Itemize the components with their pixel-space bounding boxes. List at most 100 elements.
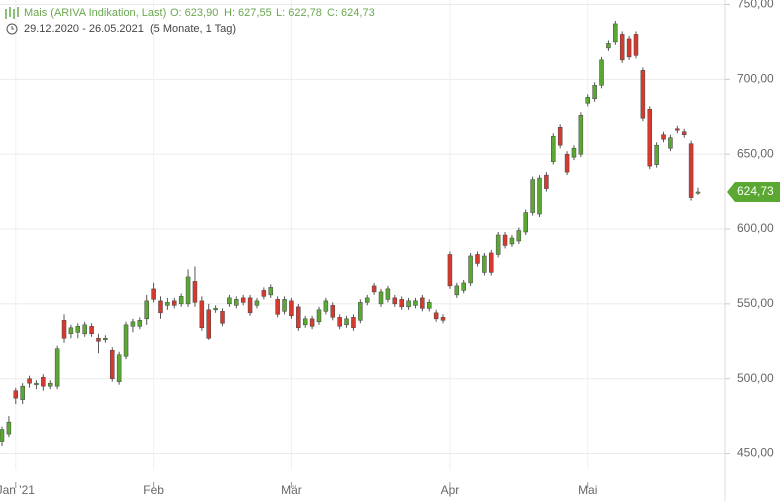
candle-body	[681, 131, 687, 135]
candle-body	[502, 234, 508, 246]
candle-body	[0, 429, 5, 442]
candle-body	[406, 300, 411, 308]
candle-body	[296, 306, 301, 329]
y-tick-label: 750,00	[737, 0, 774, 11]
candle-body	[613, 23, 618, 43]
candle-body	[509, 237, 515, 245]
candle-body	[626, 38, 632, 58]
candle-body	[695, 191, 701, 194]
candle-body	[116, 354, 122, 382]
candle-body	[151, 288, 156, 300]
x-tick-label: Mär	[281, 483, 302, 497]
candle-body	[282, 299, 287, 312]
candle-body	[220, 311, 225, 324]
candle-body	[213, 308, 218, 311]
candle-body	[571, 147, 577, 158]
candle-body	[392, 297, 398, 305]
candle-body	[323, 300, 329, 312]
x-tick-label: Jan '21	[0, 483, 35, 497]
candle-body	[96, 338, 101, 342]
y-tick-label: 700,00	[737, 72, 774, 86]
candle-body	[440, 317, 446, 321]
candle-body	[530, 179, 535, 213]
header-high: H: 627,55	[224, 7, 272, 19]
header-title: Mais (ARIVA Indikation, Last)	[24, 7, 166, 19]
candle-body	[482, 255, 487, 273]
last-price-tag	[727, 181, 780, 202]
candle-body	[468, 255, 473, 284]
header-low: L: 622,78	[276, 7, 322, 19]
candle-body	[27, 378, 32, 384]
candle-body	[585, 97, 590, 104]
y-tick-label: 450,00	[737, 446, 774, 460]
candle-body	[309, 318, 315, 327]
candle-body	[606, 43, 611, 49]
candle-body	[316, 309, 322, 323]
y-tick-label: 500,00	[737, 371, 774, 385]
candle-body	[358, 302, 363, 321]
candle-body	[344, 318, 349, 326]
candle-body	[123, 324, 129, 357]
candle-body	[165, 302, 170, 306]
candle-body	[337, 317, 342, 327]
candle-body	[34, 382, 39, 385]
candle-body	[640, 70, 646, 119]
candle-body	[82, 324, 87, 335]
candle-body	[130, 321, 136, 327]
candle-body	[89, 326, 94, 335]
candle-body	[688, 143, 694, 198]
candle-body	[254, 300, 260, 306]
candle-body	[557, 126, 563, 146]
candle-body	[234, 299, 239, 306]
x-tick-label: Mai	[578, 483, 597, 497]
candle-body	[158, 300, 163, 314]
candle-body	[661, 134, 666, 140]
candle-body	[675, 128, 680, 131]
header-open: O: 623,90	[170, 7, 218, 19]
candle-body	[399, 299, 404, 308]
candle-body	[6, 421, 12, 435]
candle-body	[330, 305, 336, 318]
candle-body	[592, 85, 597, 100]
candle-body	[227, 297, 232, 305]
x-tick-label: Feb	[143, 483, 164, 497]
candle-body	[199, 300, 205, 329]
candle-body	[564, 153, 570, 173]
candle-body	[516, 230, 522, 242]
candle-body	[275, 299, 280, 315]
y-tick-label: 650,00	[737, 146, 774, 160]
x-tick-label: Apr	[441, 483, 460, 497]
candle-body	[489, 252, 494, 273]
candle-body	[475, 254, 480, 264]
candle-body	[192, 281, 198, 303]
y-tick-label: 600,00	[737, 221, 774, 235]
candle-body	[47, 382, 53, 387]
candle-body	[378, 291, 384, 305]
candle-body	[413, 300, 418, 306]
candle-body	[302, 318, 308, 326]
candle-body	[523, 212, 528, 233]
candle-body	[289, 300, 294, 317]
candle-body	[103, 338, 108, 341]
candle-body	[68, 327, 74, 335]
candle-body	[461, 282, 466, 291]
header-icon	[5, 7, 19, 19]
header-period: (5 Monate, 1 Tag)	[150, 23, 236, 35]
candle-body	[551, 135, 556, 162]
candle-body	[433, 312, 439, 320]
candle-body	[599, 59, 604, 86]
candle-body	[364, 297, 370, 303]
candle-body	[247, 297, 253, 314]
candle-body	[61, 320, 67, 339]
candle-body	[537, 177, 542, 215]
candle-body	[654, 144, 659, 165]
candle-body	[13, 390, 19, 399]
header-close: C: 624,73	[327, 7, 375, 19]
candle-body	[371, 285, 377, 293]
candle-body	[178, 296, 184, 305]
clock-icon	[6, 23, 18, 35]
candle-body	[633, 34, 639, 56]
candle-body	[54, 348, 60, 387]
candle-body	[351, 317, 356, 329]
